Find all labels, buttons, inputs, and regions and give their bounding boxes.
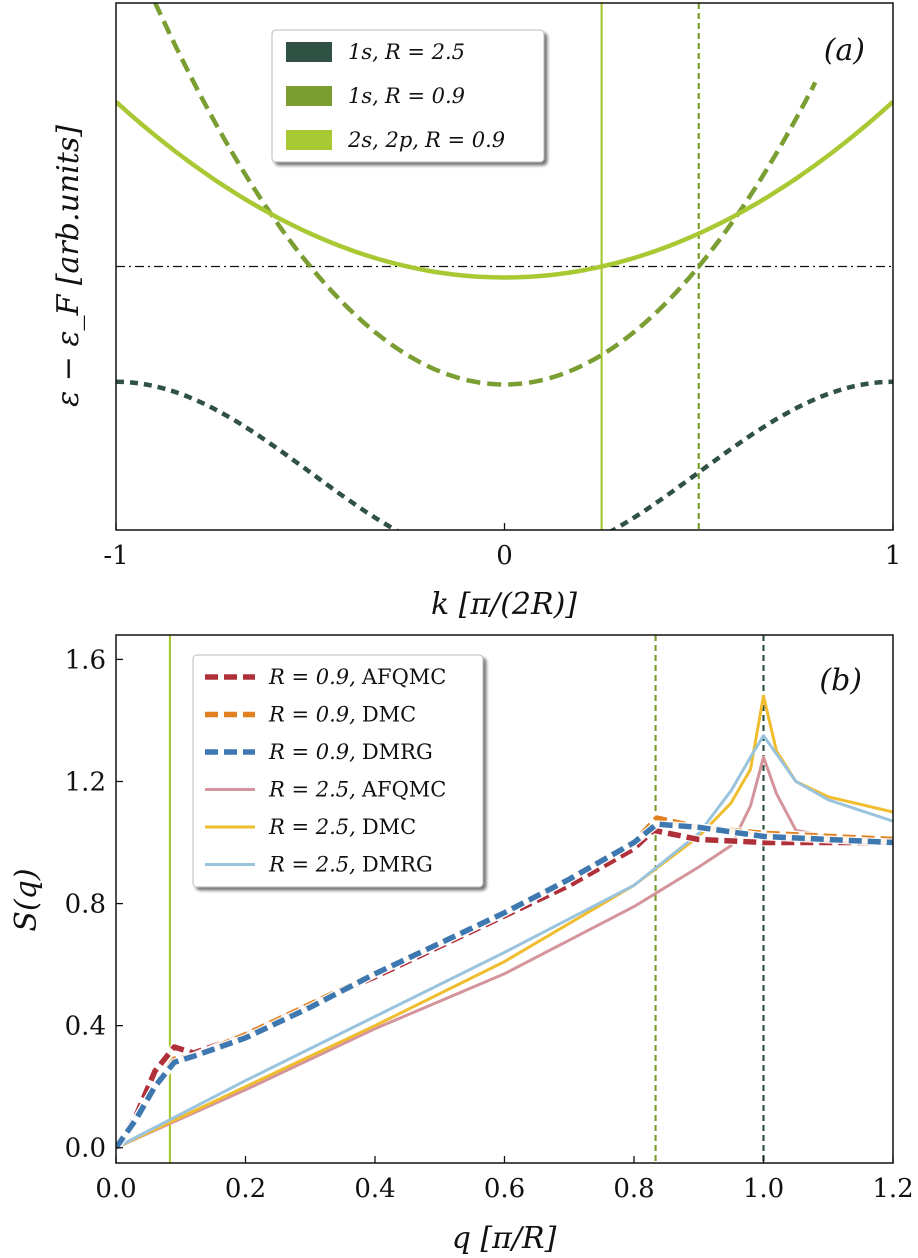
panel-a-series-line xyxy=(152,3,818,387)
panel-a-legend-label-part: R = 0.9 xyxy=(424,128,505,152)
panel-a-legend-label: 1s, R = 0.9 xyxy=(348,84,465,108)
panel-b-ytick-label: 0.8 xyxy=(65,890,106,920)
panel-b-legend-label: R = 0.9, DMRG xyxy=(268,740,433,764)
panel-a-legend-label-part: R = 0.9 xyxy=(384,84,465,108)
panel-a-legend-swatch xyxy=(286,86,332,106)
panel-b-xtick-label: 0.0 xyxy=(95,1174,136,1204)
panel-a-xlabel: k [π/(2R)] xyxy=(431,587,577,622)
panel-a-legend-label-part: R = 2.5 xyxy=(384,40,465,64)
panel-b-label: (b) xyxy=(819,663,862,698)
panel-b-xtick-label: 0.8 xyxy=(613,1174,654,1204)
panel-b-plot-area xyxy=(116,635,893,1163)
panel-b-legend-label-part: DMC xyxy=(362,815,416,839)
panel-a-legend: 1s, R = 2.5 1s, R = 0.9 2s, 2p, R = 0.9 xyxy=(271,29,545,163)
panel-b-legend-box xyxy=(192,654,484,888)
panel-b-legend-label-part: DMRG xyxy=(362,740,433,764)
panel-b-legend-label-part: AFQMC xyxy=(361,665,447,689)
panel-b-xtick-label: 0.6 xyxy=(484,1174,525,1204)
panel-b-series-line xyxy=(116,755,893,1150)
panel-a-xtick-label: 0 xyxy=(496,541,513,571)
panel-b-xtick-label: 1.2 xyxy=(872,1174,913,1204)
panel-a-legend-box xyxy=(271,29,545,163)
panel-b-legend-label-part: DMRG xyxy=(362,853,433,877)
panel-b-xtick-label: 0.2 xyxy=(225,1174,266,1204)
panel-a-xtick-label: -1 xyxy=(103,541,128,571)
panel-b-legend-label-part: AFQMC xyxy=(361,778,447,802)
panel-b-legend-label: R = 0.9, DMC xyxy=(268,703,416,727)
panel-b-xlabel: q [π/R] xyxy=(452,1221,557,1256)
panel-b-xtick-label: 1.0 xyxy=(743,1174,784,1204)
panel-b-series-line xyxy=(116,734,893,1150)
panel-b-ytick-label: 1.2 xyxy=(65,767,106,797)
panel-a-series-line xyxy=(116,379,893,530)
panel-b-legend-label: R = 2.5, DMRG xyxy=(268,853,433,877)
panel-a-series-line xyxy=(116,100,893,280)
panel-a-legend-swatch xyxy=(286,42,332,62)
panel-b: 0.0 0.2 0.4 0.6 0.8 1.0 1.2 0.0 0.4 0.8 1.2 1.6 (b)… xyxy=(9,634,914,1256)
panel-a-legend-label: 2s, 2p, R = 0.9 xyxy=(347,128,505,152)
panel-b-series-line xyxy=(116,821,893,1150)
panel-b-ytick-label: 0.0 xyxy=(65,1134,106,1164)
panel-a-plot-area xyxy=(116,3,893,530)
panel-a-legend-swatch xyxy=(286,130,332,150)
panel-b-ytick-label: 0.4 xyxy=(65,1012,106,1042)
panel-a-ylabel: ε − ε_F [arb.units] xyxy=(51,125,86,407)
panel-a-xtick-label: 1 xyxy=(885,541,902,571)
panel-b-legend-label: R = 2.5, DMC xyxy=(268,815,416,839)
panel-b-ytick-label: 1.6 xyxy=(65,645,106,675)
panel-a-ticks: -1 0 1 xyxy=(103,523,901,571)
panel-a-label: (a) xyxy=(824,33,865,68)
panel-a-legend-label: 1s, R = 2.5 xyxy=(348,40,465,64)
panel-b-xtick-label: 0.4 xyxy=(354,1174,395,1204)
panel-b-ylabel: S(q) xyxy=(9,868,44,931)
panel-b-legend-label-part: DMC xyxy=(362,703,416,727)
panel-a: -1 0 1 (a) k [π/(2R)] ε − ε_F [arb.units] … xyxy=(51,2,901,622)
panel-b-ticks: 0.0 0.2 0.4 0.6 0.8 1.0 1.2 0.0 0.4 0.8 1.2 1.6 xyxy=(65,645,914,1204)
